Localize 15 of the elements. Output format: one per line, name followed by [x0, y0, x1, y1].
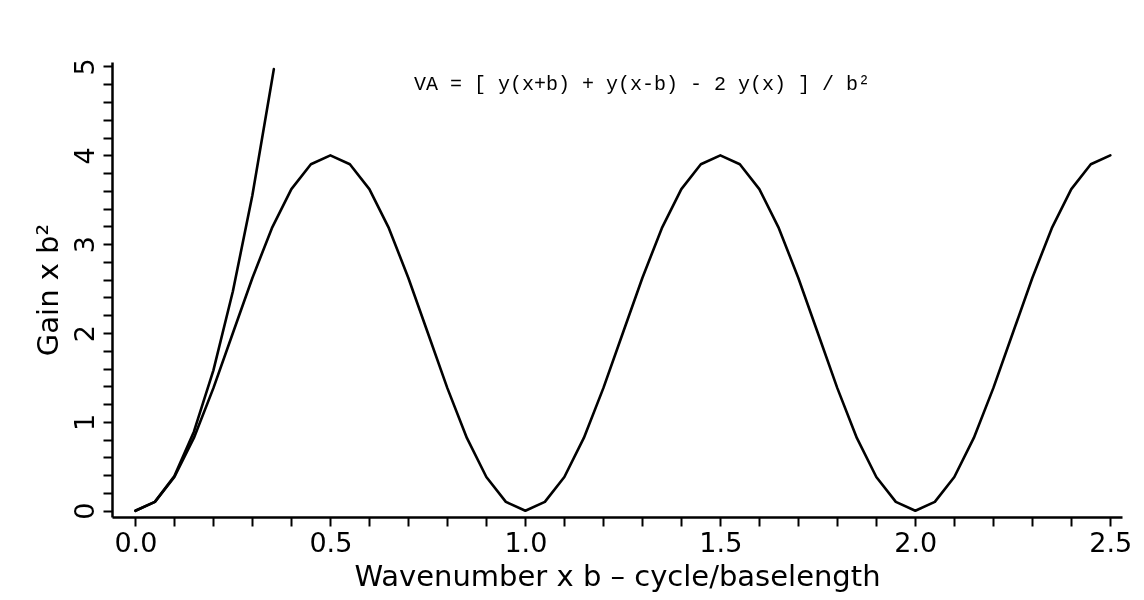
y-tick-label: 3	[68, 236, 100, 254]
x-tick-label: 0.5	[309, 526, 353, 558]
y-axis-title: Gain x b²	[30, 223, 65, 357]
y-tick-label: 5	[68, 58, 100, 76]
y-tick-label: 4	[68, 147, 100, 165]
y-tick-label: 2	[68, 324, 100, 343]
annotation: VA = [ y(x+b) + y(x-b) - 2 y(x) ] / b²	[413, 73, 871, 96]
x-tick-label: 1.0	[504, 526, 548, 558]
y-tick-label: 1	[68, 413, 100, 432]
x-tick-label: 0.0	[114, 526, 158, 558]
x-axis-title: Wavenumber x b – cycle/baselength	[354, 558, 881, 593]
x-tick-label: 1.5	[699, 526, 743, 558]
y-tick-label: 0	[68, 502, 100, 520]
x-tick-label: 2.5	[1089, 526, 1133, 558]
x-tick-label: 2.0	[894, 526, 938, 558]
